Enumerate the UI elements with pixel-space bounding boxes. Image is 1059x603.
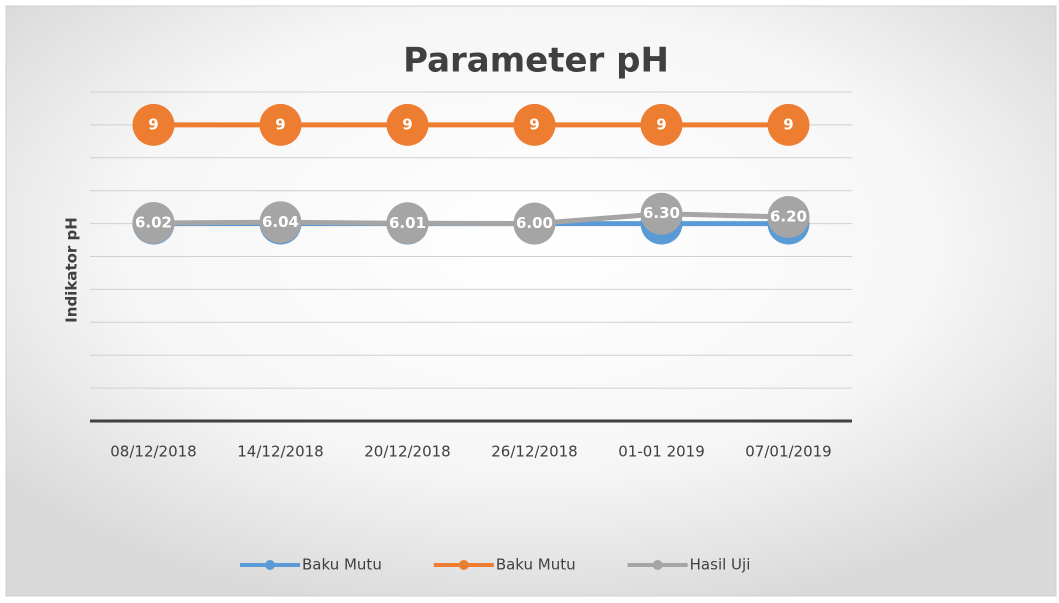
data-label: 9: [783, 115, 793, 133]
data-point: [259, 103, 302, 146]
data-point: [386, 202, 429, 245]
data-point: [767, 103, 810, 146]
data-label: 6.04: [262, 213, 299, 231]
data-point: [259, 201, 302, 244]
data-label: 6.30: [643, 204, 680, 222]
data-point: [132, 201, 175, 244]
data-point: [386, 103, 429, 146]
legend-marker: [265, 560, 275, 570]
data-label: 9: [529, 115, 539, 133]
legend-marker: [458, 560, 469, 570]
data-point: [640, 192, 683, 235]
data-label: 6.02: [135, 213, 172, 231]
data-label: 6.00: [516, 214, 553, 232]
x-tick-label: 14/12/2018: [237, 443, 323, 461]
x-tick-label: 26/12/2018: [491, 443, 577, 461]
data-point: [640, 103, 683, 146]
chart-title: Parameter pH: [403, 41, 669, 81]
y-axis-label: Indikator pH: [63, 217, 81, 323]
data-label: 6.20: [770, 208, 807, 226]
series-line: [153, 211, 789, 227]
x-tick-label: 07/01/2019: [745, 443, 831, 461]
x-tick-label: 20/12/2018: [364, 443, 450, 461]
x-tick-label: 08/12/2018: [110, 443, 196, 461]
data-label: 9: [148, 115, 158, 133]
chart-background: [5, 5, 1057, 597]
data-point: [767, 196, 810, 239]
legend-label: Baku Mutu: [302, 556, 382, 574]
legend-marker: [652, 560, 663, 570]
data-label: 9: [402, 115, 412, 133]
data-label: 6.01: [389, 214, 426, 232]
legend-label: Baku Mutu: [496, 556, 576, 574]
data-label: 9: [275, 115, 285, 133]
legend-label: Hasil Uji: [690, 556, 751, 574]
data-point: [513, 103, 556, 146]
x-tick-label: 01-01 2019: [618, 443, 705, 461]
data-point: [513, 202, 556, 245]
data-label: 9: [656, 115, 666, 133]
data-point: [132, 103, 175, 146]
